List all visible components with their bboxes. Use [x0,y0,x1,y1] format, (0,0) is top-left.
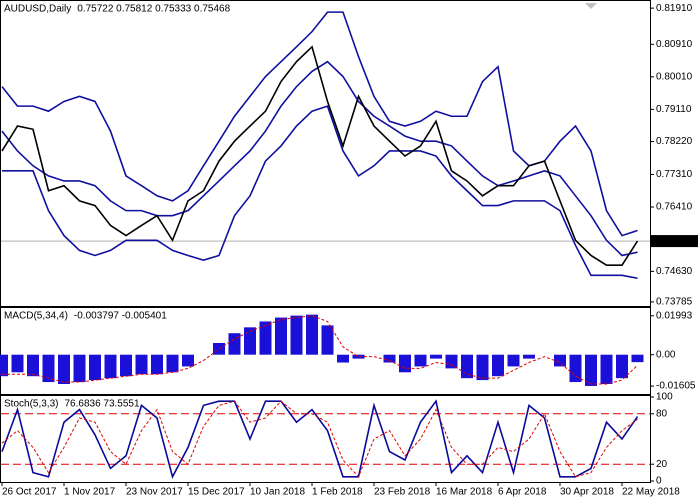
x-tick-label: 23 Nov 2017 [126,487,183,498]
panel-subtitle: 0.75722 0.75812 0.75333 0.75468 [77,4,230,15]
x-tick-label: 15 Dec 2017 [188,487,245,498]
histogram-bar [182,354,194,367]
panel-title: MACD(5,34,4) [4,311,68,322]
x-tick-label: 6 Apr 2018 [498,487,547,498]
panel-frame [0,0,651,307]
histogram-bar [523,354,535,359]
x-tick-label: 26 Oct 2017 [2,487,57,498]
x-tick-label: 30 Apr 2018 [560,487,614,498]
histogram-bar [27,354,39,377]
histogram-bar [42,354,55,383]
y-tick-label: 0.79110 [656,104,692,115]
histogram-bar [228,333,241,355]
histogram-bar [120,354,132,377]
histogram-bar [569,354,582,383]
x-tick-label: 16 Mar 2018 [436,487,493,498]
series-line [1,399,639,479]
panel-frame [0,307,651,395]
series-line [2,315,638,385]
chart-shift-marker [585,3,597,9]
histogram-bar [275,317,287,355]
histogram-bar [414,354,427,367]
histogram-bar [259,321,272,355]
histogram-bar [321,325,334,355]
panel-title: Stoch(5,3,3) [4,399,58,410]
histogram-bar [430,354,442,359]
histogram-bar [213,342,225,355]
series-line [1,60,638,257]
y-tick-label: 0.00 [656,349,676,360]
histogram-bar [306,314,318,355]
histogram-bar [58,354,70,385]
y-tick-label: -0.01605 [656,381,696,392]
y-tick-label: 0.80010 [656,71,693,82]
histogram-bar [399,354,411,373]
panel-subtitle: 76.6836 73.5551 [64,399,140,410]
x-tick-label: 1 Nov 2017 [64,487,116,498]
series-line [1,45,639,267]
y-tick-label: 20 [656,459,668,470]
x-tick-label: 22 May 2018 [622,487,680,498]
histogram-bar [631,354,644,363]
y-tick-label: 0.81910 [656,3,693,14]
histogram-bar [0,354,8,377]
last-price-label: 0.75468 [656,236,693,247]
y-tick-label: 0.76410 [656,202,693,213]
last-price-box [651,235,698,248]
histogram-bar [507,354,520,367]
histogram-bar [352,354,365,359]
histogram-bar [337,354,349,363]
panel-title: AUDUSD,Daily [4,4,71,15]
y-tick-label: 0.80910 [656,39,693,50]
y-tick-label: 0.73785 [656,297,693,308]
y-tick-label: 0.78220 [656,136,693,147]
series-line [2,105,638,280]
y-tick-label: 80 [656,408,668,419]
histogram-bar [73,354,86,383]
y-tick-label: 0.01993 [656,310,693,321]
histogram-bar [151,354,163,375]
histogram-bar [445,354,458,369]
histogram-bar [554,354,566,367]
histogram-bar [135,354,148,375]
y-tick-label: 100 [656,392,673,403]
series-line [1,11,638,237]
histogram-bar [11,354,24,373]
histogram-bar [244,327,256,355]
y-tick-label: 0.74630 [656,266,693,277]
panel-frame [0,395,651,483]
x-tick-label: 10 Jan 2018 [250,487,305,498]
y-tick-label: 0.77310 [656,169,693,180]
x-tick-label: 23 Feb 2018 [374,487,431,498]
histogram-bar [476,354,489,381]
histogram-bar [616,354,628,379]
y-tick-label: 0 [656,476,662,487]
histogram-bar [89,354,101,381]
histogram-bar [585,354,597,386]
histogram-bar [166,354,179,373]
x-tick-label: 1 Feb 2018 [312,487,363,498]
histogram-bar [492,354,504,377]
histogram-bar [104,354,117,379]
histogram-bar [600,354,613,385]
histogram-bar [383,354,396,363]
histogram-bar [461,354,473,379]
panel-subtitle: -0.003797 -0.005401 [74,311,167,322]
histogram-bar [290,315,303,355]
